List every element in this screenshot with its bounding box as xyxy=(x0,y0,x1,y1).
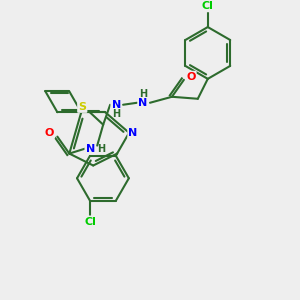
Text: O: O xyxy=(45,128,54,138)
Text: N: N xyxy=(112,100,121,110)
Text: S: S xyxy=(78,102,86,112)
Text: H: H xyxy=(112,109,120,119)
Text: H: H xyxy=(139,89,147,99)
Text: N: N xyxy=(128,128,138,138)
Text: N: N xyxy=(138,98,148,108)
Text: N: N xyxy=(85,144,95,154)
Text: Cl: Cl xyxy=(202,1,214,11)
Text: O: O xyxy=(186,72,196,82)
Text: H: H xyxy=(97,144,105,154)
Text: Cl: Cl xyxy=(84,217,96,226)
